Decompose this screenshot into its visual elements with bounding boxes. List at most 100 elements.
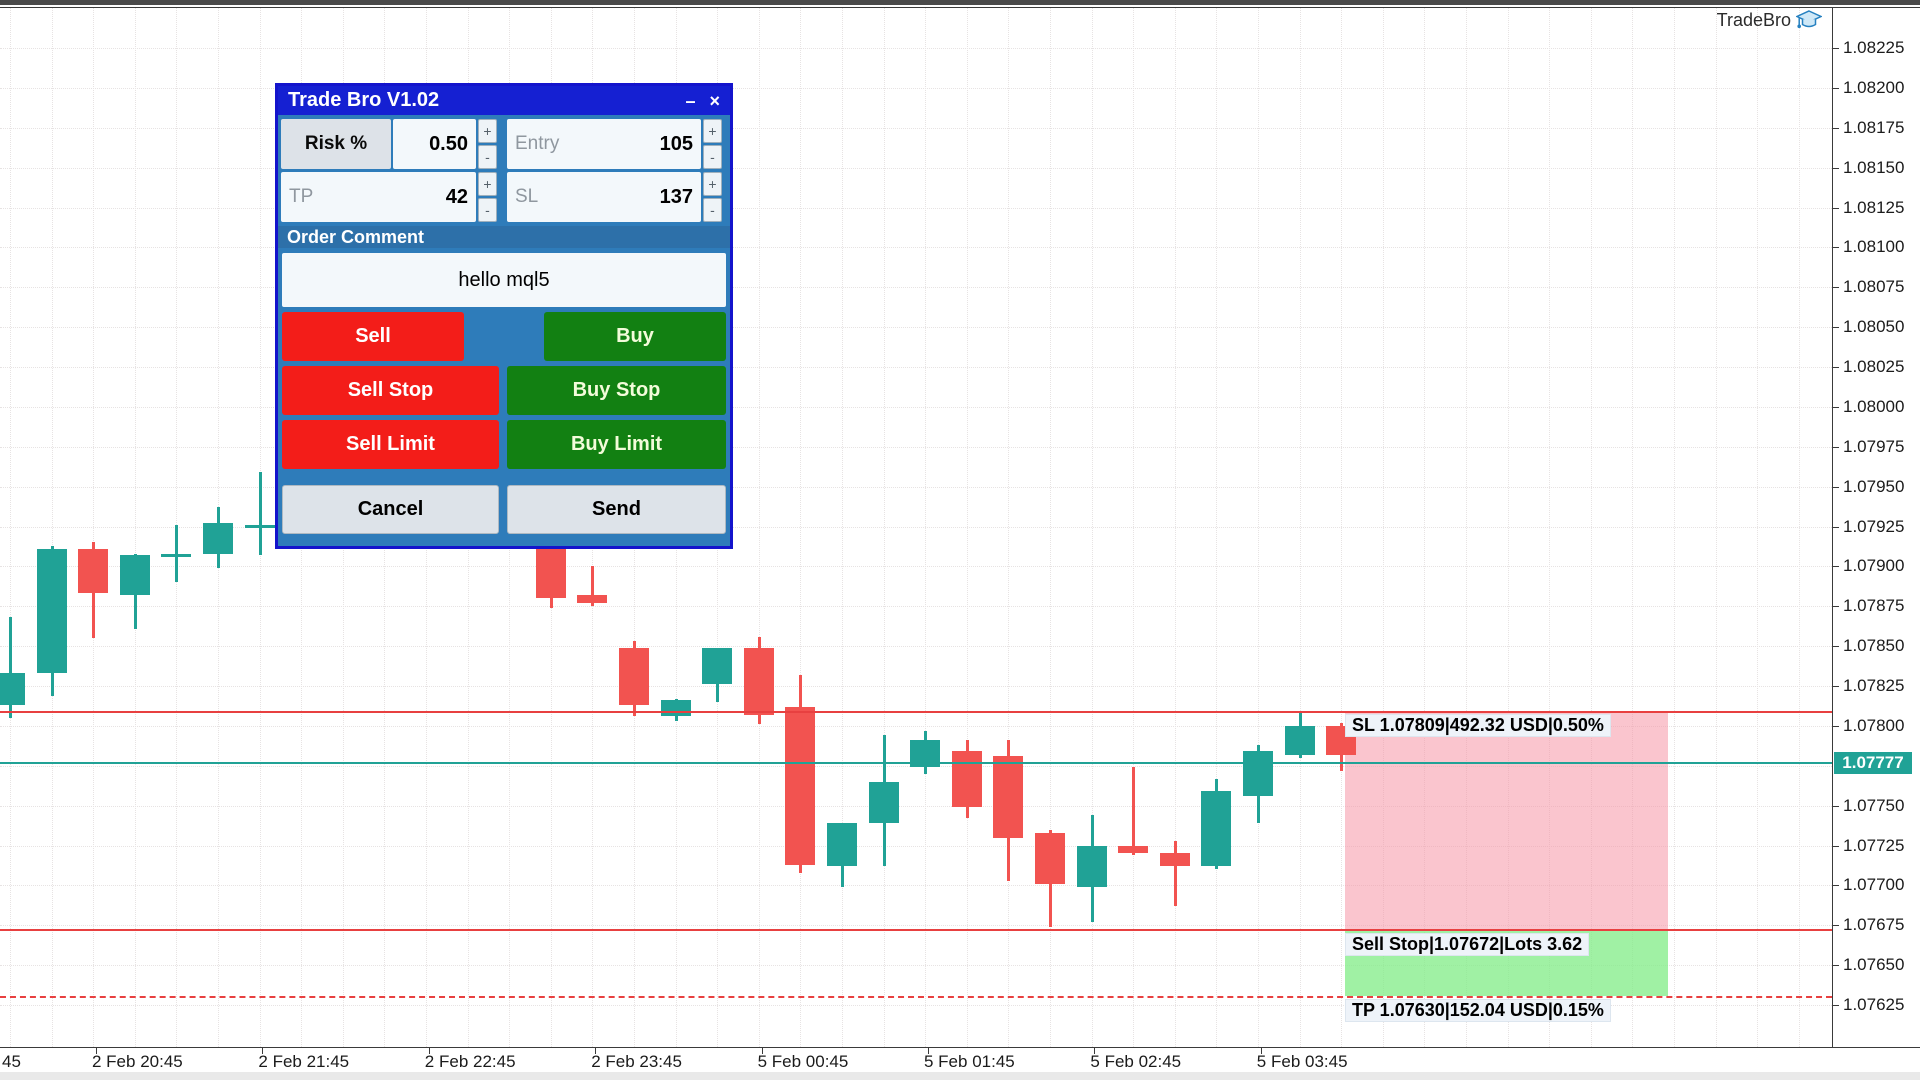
gridline-horizontal xyxy=(0,406,1832,408)
price-label: 1.07650 xyxy=(1843,955,1905,975)
candle-wick xyxy=(9,617,12,718)
candle xyxy=(203,523,233,554)
sl-label[interactable]: SL 1.07809|492.32 USD|0.50% xyxy=(1345,713,1611,737)
candle xyxy=(660,700,691,717)
entry-increment-button[interactable]: + xyxy=(703,119,722,143)
time-tickmark xyxy=(1260,1048,1262,1054)
time-label: 2 Feb 21:45 xyxy=(258,1052,350,1071)
candle-wick xyxy=(258,472,262,556)
close-button[interactable]: × xyxy=(709,90,720,111)
price-tickmark xyxy=(1832,805,1839,807)
tp-label[interactable]: TP 1.07630|152.04 USD|0.15% xyxy=(1345,999,1611,1023)
price-tickmark xyxy=(1832,526,1839,528)
price-tickmark xyxy=(1832,207,1839,209)
minimize-button[interactable]: – xyxy=(685,90,696,111)
order-comment-input[interactable]: hello mql5 xyxy=(282,253,726,307)
risk-field-row: Risk % 0.50 + - xyxy=(281,119,497,169)
gridline-horizontal xyxy=(0,925,1832,927)
sl-label-text: SL xyxy=(515,186,539,207)
time-label-partial: 45 xyxy=(2,1052,21,1071)
candle-wick xyxy=(175,524,179,583)
risk-label-button[interactable]: Risk % xyxy=(281,119,391,169)
gridline-horizontal xyxy=(0,606,1832,608)
price-label: 1.08225 xyxy=(1843,38,1905,57)
time-label: 2 Feb 20:45 xyxy=(92,1052,183,1071)
sl-increment-button[interactable]: + xyxy=(703,172,722,196)
buy-limit-button[interactable]: Buy Limit xyxy=(507,420,726,469)
cancel-button[interactable]: Cancel xyxy=(282,485,499,534)
price-tickmark xyxy=(1832,925,1839,927)
panel-titlebar[interactable]: Trade Bro V1.02 – × xyxy=(278,86,730,115)
price-label: 1.08075 xyxy=(1843,277,1905,297)
price-label: 1.07725 xyxy=(1843,835,1905,855)
price-label: 1.08050 xyxy=(1843,317,1905,337)
time-tickmark xyxy=(262,1048,264,1054)
buy-button[interactable]: Buy xyxy=(544,312,726,361)
candle xyxy=(78,548,109,594)
price-label: 1.07975 xyxy=(1843,436,1905,456)
price-tickmark xyxy=(1832,486,1839,488)
candle xyxy=(993,756,1024,838)
price-tickmark xyxy=(1832,367,1839,368)
price-tickmark xyxy=(1832,566,1839,568)
candle xyxy=(577,595,608,604)
gridline-horizontal xyxy=(0,686,1832,687)
price-label: 1.08200 xyxy=(1843,77,1905,97)
time-tickmark xyxy=(96,1048,97,1054)
tp-decrement-button[interactable]: - xyxy=(478,198,497,222)
sell-stop-button[interactable]: Sell Stop xyxy=(282,366,499,415)
price-tickmark xyxy=(1832,48,1839,49)
send-button[interactable]: Send xyxy=(507,485,726,534)
sl-field-row: SL 137 + - xyxy=(507,172,722,222)
gridline-horizontal xyxy=(0,725,1832,727)
price-label: 1.07750 xyxy=(1843,795,1905,815)
candle xyxy=(244,524,275,528)
sell-limit-button[interactable]: Sell Limit xyxy=(282,420,499,469)
buy-stop-button[interactable]: Buy Stop xyxy=(507,366,726,415)
graduation-cap-icon xyxy=(1796,10,1822,29)
entry-value: 105 xyxy=(659,132,693,155)
time-tickmark xyxy=(1094,1048,1096,1054)
candle xyxy=(951,751,982,808)
panel-fields: Risk % 0.50 + - Entry 105 + - T xyxy=(278,115,730,224)
trade-panel: Trade Bro V1.02 – × Risk % 0.50 + - Entr… xyxy=(275,83,733,549)
sl-field[interactable]: SL 137 xyxy=(507,172,701,222)
entry-label: Entry xyxy=(515,133,560,154)
gridline-horizontal xyxy=(0,446,1832,448)
gridline-horizontal xyxy=(0,127,1832,129)
price-tickmark xyxy=(1832,406,1839,408)
entry-field[interactable]: Entry 105 xyxy=(507,119,701,169)
window-top-edge xyxy=(0,0,1920,5)
price-label: 1.08000 xyxy=(1843,396,1905,416)
tp-line xyxy=(0,996,1832,999)
price-label: 1.08025 xyxy=(1843,357,1905,376)
order-comment-header: Order Comment xyxy=(278,226,730,248)
entry-decrement-button[interactable]: - xyxy=(703,145,722,169)
risk-decrement-button[interactable]: - xyxy=(478,145,497,169)
candle xyxy=(619,647,649,706)
price-tickmark xyxy=(1832,606,1839,608)
sl-decrement-button[interactable]: - xyxy=(703,198,722,222)
candle xyxy=(1243,751,1273,797)
gridline-horizontal xyxy=(0,167,1832,169)
risk-increment-button[interactable]: + xyxy=(478,119,497,143)
risk-value-field[interactable]: 0.50 xyxy=(393,119,476,169)
gridline-horizontal xyxy=(0,646,1832,648)
gridline-horizontal xyxy=(0,48,1832,49)
chart-top-border xyxy=(0,7,1920,8)
candle xyxy=(1076,845,1107,887)
price-tickmark xyxy=(1832,167,1839,169)
sell-button[interactable]: Sell xyxy=(282,312,464,361)
tp-field[interactable]: TP 42 xyxy=(281,172,476,222)
tp-increment-button[interactable]: + xyxy=(478,172,497,196)
price-tickmark xyxy=(1832,247,1839,249)
tp-value: 42 xyxy=(445,185,468,208)
price-label: 1.07900 xyxy=(1843,556,1905,576)
gridline-horizontal xyxy=(0,486,1832,488)
sell-stop-label[interactable]: Sell Stop|1.07672|Lots 3.62 xyxy=(1345,933,1590,957)
gridline-horizontal xyxy=(0,287,1832,289)
tp-field-row: TP 42 + - xyxy=(281,172,497,222)
price-label: 1.08125 xyxy=(1843,197,1905,217)
